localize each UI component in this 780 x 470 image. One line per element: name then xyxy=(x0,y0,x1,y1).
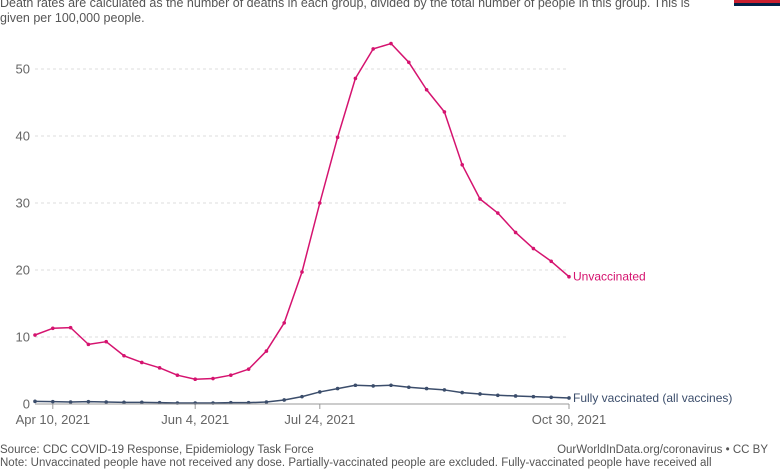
data-point xyxy=(86,342,91,347)
series-group xyxy=(33,41,571,405)
data-point xyxy=(424,386,429,391)
data-point xyxy=(335,386,340,391)
data-point xyxy=(193,377,197,382)
data-point xyxy=(442,388,447,392)
y-tick-label: 20 xyxy=(16,263,30,278)
data-point xyxy=(442,110,447,114)
data-point xyxy=(104,400,108,404)
data-point xyxy=(175,373,180,377)
y-tick-label: 0 xyxy=(23,397,30,412)
data-point xyxy=(549,395,553,400)
data-point xyxy=(371,384,376,388)
data-point xyxy=(389,383,393,388)
data-point xyxy=(104,339,108,344)
data-point xyxy=(353,383,358,388)
note-text: Note: Unvaccinated people have not recei… xyxy=(0,457,712,469)
data-point xyxy=(122,400,126,405)
data-point xyxy=(68,400,73,404)
data-point xyxy=(496,393,500,398)
x-tick-label: Apr 10, 2021 xyxy=(16,412,90,427)
data-point xyxy=(513,230,518,235)
data-point xyxy=(460,390,465,395)
data-point xyxy=(531,394,536,399)
grid-lines xyxy=(35,68,569,338)
series-line xyxy=(34,42,570,380)
x-axis-ticks: Apr 10, 2021 Jun 4, 2021 Jul 24, 2021 Oct 3… xyxy=(16,404,606,427)
y-tick-label: 50 xyxy=(16,62,30,77)
data-point xyxy=(478,197,482,201)
data-point xyxy=(531,246,536,251)
data-point xyxy=(264,400,269,404)
y-tick-label: 10 xyxy=(16,330,30,345)
data-point xyxy=(68,325,73,330)
data-point xyxy=(549,259,553,264)
data-point xyxy=(424,87,429,92)
data-point xyxy=(140,360,144,365)
data-point xyxy=(567,396,571,400)
data-point xyxy=(264,349,269,353)
x-tick-label: Jun 4, 2021 xyxy=(161,412,229,427)
data-point xyxy=(157,366,162,370)
series-label: Unvaccinated xyxy=(573,270,646,284)
y-tick-label: 30 xyxy=(16,196,30,211)
data-point xyxy=(407,385,411,390)
data-point xyxy=(33,333,37,337)
x-tick-label: Jul 24, 2021 xyxy=(284,412,355,427)
data-point xyxy=(389,41,393,46)
data-point xyxy=(300,270,304,274)
data-point xyxy=(371,47,376,51)
logo-navy-bar xyxy=(734,3,780,6)
data-point xyxy=(496,211,500,215)
chart-subtitle: Death rates are calculated as the number… xyxy=(0,0,690,25)
data-point xyxy=(86,399,91,404)
x-tick-label: Oct 30, 2021 xyxy=(532,412,606,427)
data-point xyxy=(567,274,571,279)
data-point xyxy=(300,394,304,399)
data-point xyxy=(318,201,322,205)
data-point xyxy=(122,353,126,358)
data-point xyxy=(513,394,518,398)
owid-link[interactable]: OurWorldInData.org/coronavirus • CC BY xyxy=(557,444,768,456)
source-text: Source: CDC COVID-19 Response, Epidemiol… xyxy=(0,444,314,456)
series-label: Fully vaccinated (all vaccines) xyxy=(573,391,732,405)
data-point xyxy=(318,390,322,394)
logo-red-bar xyxy=(734,0,780,3)
series-labels: Unvaccinated Fully vaccinated (all vaccin… xyxy=(573,270,732,405)
owid-logo[interactable] xyxy=(734,0,780,6)
data-point xyxy=(51,326,55,331)
y-tick-label: 40 xyxy=(16,129,30,144)
y-axis-ticks: 0 10 20 30 40 50 xyxy=(16,62,30,412)
data-point xyxy=(140,400,144,405)
data-point xyxy=(478,392,482,396)
data-point xyxy=(246,367,251,371)
series-line xyxy=(34,384,570,404)
data-point xyxy=(335,135,340,140)
data-point xyxy=(211,376,215,381)
data-point xyxy=(33,399,37,404)
data-point xyxy=(51,399,55,404)
data-point xyxy=(407,60,411,65)
data-point xyxy=(282,398,287,402)
data-point xyxy=(229,373,233,377)
data-point xyxy=(282,321,287,325)
data-point xyxy=(353,76,358,81)
data-point xyxy=(460,163,465,167)
